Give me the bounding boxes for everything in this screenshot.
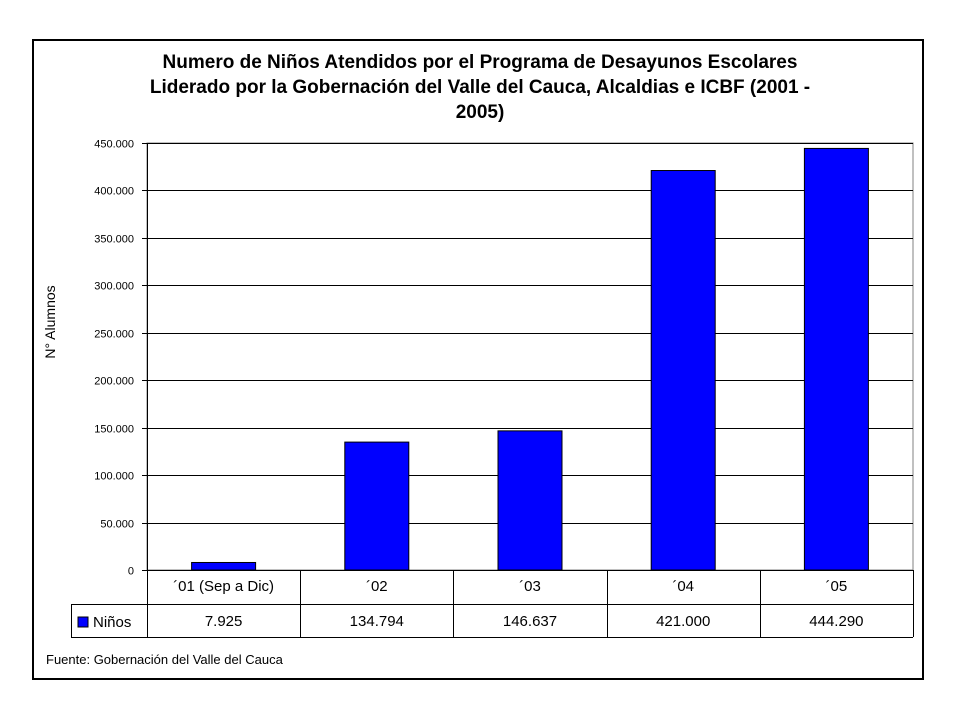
bar bbox=[497, 430, 563, 571]
bar bbox=[650, 170, 716, 571]
x-tick-label: ´03 bbox=[519, 578, 541, 595]
legend-swatch bbox=[77, 616, 89, 628]
y-tick-label: 350.000 bbox=[94, 234, 134, 246]
y-tick-label: 150.000 bbox=[94, 424, 134, 436]
y-tick-label: 100.000 bbox=[94, 471, 134, 483]
legend-label: Niños bbox=[93, 614, 131, 631]
y-tick-label: 200.000 bbox=[94, 376, 134, 388]
y-tick-label: 300.000 bbox=[94, 281, 134, 293]
x-tick-label: ´04 bbox=[672, 578, 694, 595]
x-tick-label: ´05 bbox=[826, 578, 848, 595]
x-tick-label: ´02 bbox=[366, 578, 388, 595]
data-label: 7.925 bbox=[205, 613, 243, 630]
x-tick-label: ´01 (Sep a Dic) bbox=[173, 578, 274, 595]
data-label: 146.637 bbox=[503, 613, 557, 630]
chart-title-line-1: Numero de Niños Atendidos por el Program… bbox=[162, 52, 798, 73]
y-tick-label: 450.000 bbox=[94, 139, 134, 151]
y-tick-label: 0 bbox=[128, 566, 134, 578]
bar bbox=[344, 441, 410, 571]
bar bbox=[191, 561, 257, 571]
y-tick-label: 250.000 bbox=[94, 329, 134, 341]
source-note: Fuente: Gobernación del Valle del Cauca bbox=[46, 652, 283, 667]
chart-title-line-2: Liderado por la Gobernación del Valle de… bbox=[149, 77, 811, 98]
y-tick-label: 50.000 bbox=[100, 519, 134, 531]
y-tick-label: 400.000 bbox=[94, 186, 134, 198]
bar bbox=[803, 147, 869, 571]
chart-title-line-3: 2005) bbox=[455, 102, 505, 123]
chart-title: Numero de Niños Atendidos por el Program… bbox=[90, 50, 870, 125]
data-label: 444.290 bbox=[809, 613, 863, 630]
data-label: 134.794 bbox=[350, 613, 404, 630]
data-label: 421.000 bbox=[656, 613, 710, 630]
